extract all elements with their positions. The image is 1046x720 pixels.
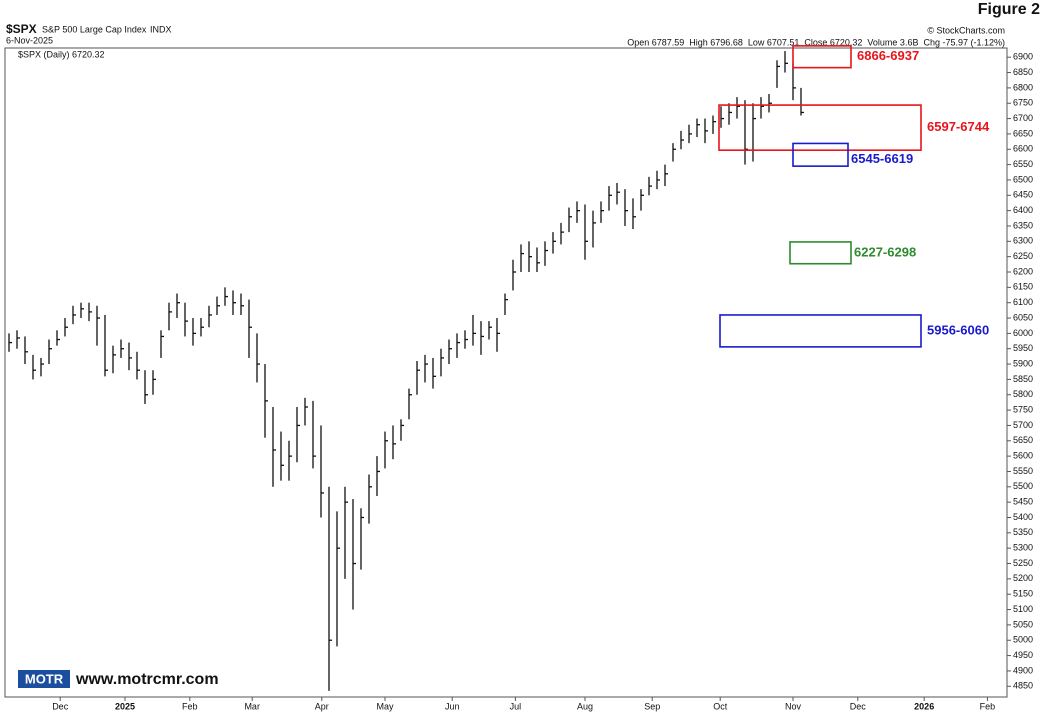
zone-label: 6597-6744: [927, 119, 990, 134]
x-tick-label: Feb: [980, 701, 996, 711]
plot-frame: [4, 47, 1008, 698]
y-tick-label: 6100: [1013, 297, 1033, 307]
zone-box: [719, 314, 922, 348]
y-tick-label: 6050: [1013, 312, 1033, 322]
y-tick-label: 6250: [1013, 251, 1033, 261]
logo-box: [18, 670, 70, 688]
x-tick-label: 2025: [115, 701, 135, 711]
x-tick-label: Feb: [182, 701, 198, 711]
index-name: S&P 500 Large Cap Index: [42, 24, 147, 34]
y-tick-label: 5700: [1013, 420, 1033, 430]
y-tick-label: 5300: [1013, 543, 1033, 553]
x-tick-label: Jul: [510, 701, 522, 711]
y-tick-label: 5600: [1013, 450, 1033, 460]
y-tick-label: 5350: [1013, 527, 1033, 537]
y-tick-label: 6300: [1013, 236, 1033, 246]
y-tick-label: 6450: [1013, 190, 1033, 200]
y-tick-label: 5400: [1013, 512, 1033, 522]
y-tick-label: 5550: [1013, 466, 1033, 476]
x-tick-label: Apr: [315, 701, 329, 711]
legend: $SPX (Daily) 6720.32: [18, 49, 105, 59]
zone-label: 6545-6619: [851, 151, 913, 166]
y-tick-label: 4850: [1013, 681, 1033, 691]
y-tick-label: 5800: [1013, 389, 1033, 399]
y-tick-label: 6350: [1013, 220, 1033, 230]
symbol: $SPX: [6, 22, 37, 36]
y-tick-label: 5200: [1013, 573, 1033, 583]
x-tick-label: Jun: [445, 701, 460, 711]
y-tick-label: 5450: [1013, 497, 1033, 507]
zone-box: [718, 104, 922, 151]
x-tick-label: May: [376, 701, 394, 711]
y-tick-label: 6650: [1013, 128, 1033, 138]
y-tick-label: 5500: [1013, 481, 1033, 491]
zone-label: 6227-6298: [854, 244, 916, 259]
zone-box: [792, 142, 849, 167]
logo: MOTR: [25, 671, 64, 686]
y-tick-label: 6800: [1013, 82, 1033, 92]
y-tick-label: 6500: [1013, 174, 1033, 184]
x-tick-label: Dec: [850, 701, 867, 711]
watermark: www.motrcmr.com: [75, 671, 219, 688]
zone-box: [792, 45, 852, 69]
quote: Open 6787.59 High 6796.68 Low 6707.51 Cl…: [627, 37, 1005, 47]
y-tick-label: 6750: [1013, 98, 1033, 108]
x-tick-label: Oct: [713, 701, 728, 711]
y-tick-label: 6900: [1013, 52, 1033, 62]
y-tick-label: 5900: [1013, 358, 1033, 368]
x-tick-label: Mar: [244, 701, 260, 711]
x-tick-label: 2026: [914, 701, 934, 711]
y-tick-label: 5850: [1013, 374, 1033, 384]
y-tick-label: 6400: [1013, 205, 1033, 215]
x-tick-label: Dec: [52, 701, 69, 711]
y-tick-label: 6200: [1013, 266, 1033, 276]
y-tick-label: 5950: [1013, 343, 1033, 353]
y-tick-label: 6550: [1013, 159, 1033, 169]
y-tick-label: 6700: [1013, 113, 1033, 123]
y-tick-label: 6000: [1013, 328, 1033, 338]
zone-box: [789, 241, 852, 265]
x-tick-label: Nov: [785, 701, 802, 711]
x-tick-label: Aug: [577, 701, 593, 711]
exchange: INDX: [150, 24, 172, 34]
date: 6-Nov-2025: [6, 35, 53, 45]
y-tick-label: 5650: [1013, 435, 1033, 445]
y-tick-label: 5000: [1013, 635, 1033, 645]
figure-label: Figure 2: [978, 1, 1040, 18]
y-tick-label: 6600: [1013, 144, 1033, 154]
y-tick-label: 5250: [1013, 558, 1033, 568]
x-tick-label: Sep: [644, 701, 660, 711]
y-tick-label: 6150: [1013, 282, 1033, 292]
y-tick-label: 4900: [1013, 665, 1033, 675]
y-tick-label: 5100: [1013, 604, 1033, 614]
y-tick-label: 5750: [1013, 404, 1033, 414]
y-tick-label: 5150: [1013, 589, 1033, 599]
y-tick-label: 4950: [1013, 650, 1033, 660]
y-tick-label: 5050: [1013, 619, 1033, 629]
zone-label: 6866-6937: [857, 48, 919, 63]
y-tick-label: 6850: [1013, 67, 1033, 77]
zone-label: 5956-6060: [927, 322, 989, 337]
source: © StockCharts.com: [927, 25, 1005, 35]
